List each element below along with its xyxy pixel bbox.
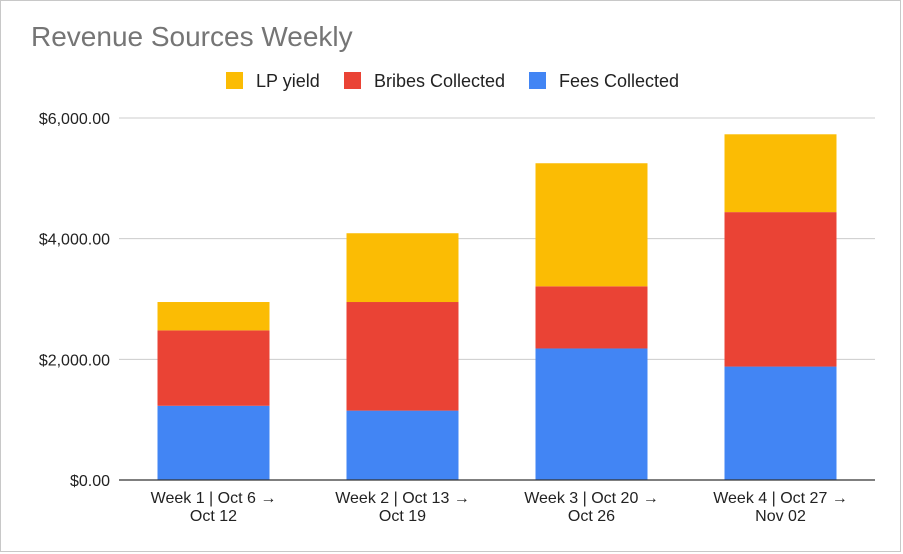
bar-segment — [157, 330, 270, 406]
legend-swatch — [529, 72, 546, 89]
bar-segment — [157, 302, 270, 331]
chart-title: Revenue Sources Weekly — [31, 21, 353, 52]
bar-segment — [346, 302, 459, 411]
bar-segment — [535, 163, 648, 287]
legend-swatch — [344, 72, 361, 89]
x-tick-label: Week 4 | Oct 27 → — [713, 490, 848, 507]
x-tick-label: Oct 26 — [568, 508, 615, 525]
y-tick-label: $0.00 — [70, 473, 110, 490]
bar-segment — [346, 410, 459, 480]
legend-label: LP yield — [256, 71, 320, 91]
legend: LP yield Bribes Collected Fees Collected — [226, 71, 679, 91]
axes: $0.00 $2,000.00 $4,000.00 $6,000.00 Week 1 |… — [39, 111, 875, 525]
legend-label: Fees Collected — [559, 71, 679, 91]
bar-segment — [535, 286, 648, 349]
x-tick-label: Week 1 | Oct 6 → — [151, 490, 277, 507]
y-tick-label: $2,000.00 — [39, 352, 110, 369]
legend-label: Bribes Collected — [374, 71, 505, 91]
x-tick-label: Oct 12 — [190, 508, 237, 525]
y-tick-label: $6,000.00 — [39, 111, 110, 128]
x-tick-label: Nov 02 — [755, 508, 806, 525]
bar-segment — [724, 366, 837, 480]
bar-segment — [346, 233, 459, 303]
bar-segment — [724, 212, 837, 367]
bar-segment — [535, 348, 648, 480]
bar-segment — [157, 405, 270, 480]
y-tick-label: $4,000.00 — [39, 232, 110, 249]
bars — [157, 134, 837, 480]
x-tick-label: Oct 19 — [379, 508, 426, 525]
x-tick-label: Week 2 | Oct 13 → — [335, 490, 470, 507]
x-tick-label: Week 3 | Oct 20 → — [524, 490, 659, 507]
bar-segment — [724, 134, 837, 213]
legend-swatch — [226, 72, 243, 89]
